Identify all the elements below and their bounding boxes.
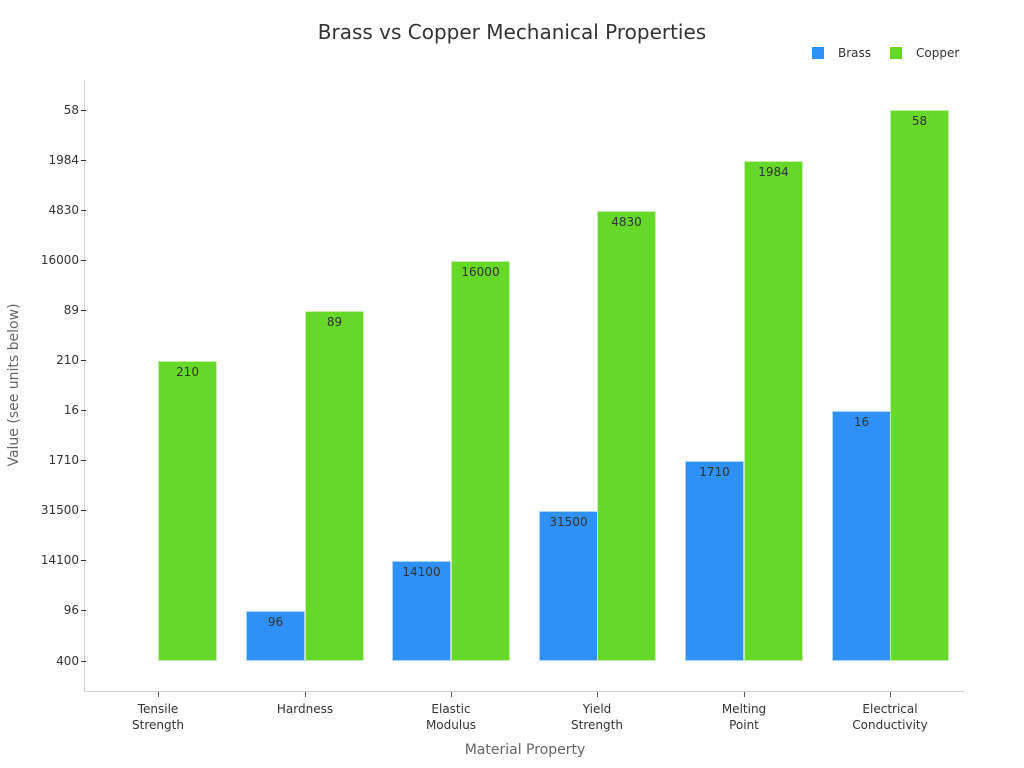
y-tick: 96 — [0, 603, 86, 617]
y-tick-label: 4830 — [48, 203, 79, 217]
bar-copper-tensile-strength[interactable]: 210 — [158, 361, 217, 661]
y-tick: 31500 — [0, 503, 86, 517]
y-tick-mark — [81, 410, 86, 411]
x-tick-mark — [744, 692, 745, 697]
bar-value-label: 4830 — [611, 215, 642, 229]
x-tick-label-tensile-strength: Tensile Strength — [132, 702, 184, 732]
y-tick-mark — [81, 560, 86, 561]
y-tick: 4830 — [0, 203, 86, 217]
chart-title: Brass vs Copper Mechanical Properties — [317, 20, 707, 44]
x-tick-mark — [305, 692, 306, 697]
y-tick-label: 89 — [63, 303, 79, 317]
bar-value-label: 16000 — [461, 265, 500, 279]
y-tick-mark — [81, 260, 86, 261]
legend-label-brass: Brass — [838, 46, 872, 60]
legend-label-copper: Copper — [916, 46, 960, 60]
y-tick-mark — [81, 310, 86, 311]
y-axis-label: Value (see units below) — [6, 303, 22, 467]
bar-brass-elastic-modulus[interactable]: 14100 — [392, 561, 451, 661]
bar-value-label: 89 — [326, 315, 343, 329]
x-tick-label-yield-strength: Yield Strength — [571, 702, 623, 732]
y-tick-label: 16 — [63, 403, 79, 417]
y-tick: 16 — [0, 403, 86, 417]
bar-value-label: 16 — [853, 415, 870, 429]
y-tick-label: 16000 — [40, 253, 79, 267]
bar-brass-electrical-conductivity[interactable]: 16 — [832, 411, 891, 661]
y-tick-mark — [81, 160, 86, 161]
y-tick-mark — [81, 360, 86, 361]
bar-value-label: 1984 — [758, 165, 789, 179]
bar-copper-hardness[interactable]: 89 — [305, 311, 364, 661]
y-tick-mark — [81, 510, 86, 511]
x-axis-line — [84, 691, 964, 692]
y-tick: 89 — [0, 303, 86, 317]
y-tick-mark — [81, 110, 86, 111]
y-tick-label: 1710 — [48, 453, 79, 467]
y-tick-label: 1984 — [48, 153, 79, 167]
x-tick-mark — [890, 692, 891, 697]
bar-copper-yield-strength[interactable]: 4830 — [597, 211, 656, 661]
y-tick: 1984 — [0, 153, 86, 167]
x-tick-label-melting-point: Melting Point — [721, 702, 767, 732]
bar-value-label: 14100 — [402, 565, 441, 579]
y-tick: 1710 — [0, 453, 86, 467]
y-tick-label: 58 — [63, 103, 79, 117]
x-tick-mark — [597, 692, 598, 697]
y-tick-mark — [81, 460, 86, 461]
x-tick-label-elastic-modulus: Elastic Modulus — [425, 702, 477, 732]
x-tick-mark — [158, 692, 159, 697]
bar-copper-melting-point[interactable]: 1984 — [744, 161, 803, 661]
y-tick: 400 — [0, 654, 86, 668]
bar-copper-elastic-modulus[interactable]: 16000 — [451, 261, 510, 661]
y-tick: 210 — [0, 353, 86, 367]
x-tick-label-electrical-conductivity: Electrical Conductivity — [852, 702, 928, 732]
x-tick-label-hardness: Hardness — [276, 702, 334, 716]
y-tick-label: 31500 — [40, 503, 79, 517]
bar-value-label: 31500 — [549, 515, 588, 529]
bar-brass-yield-strength[interactable]: 31500 — [539, 511, 598, 661]
y-tick-label: 96 — [63, 603, 79, 617]
bar-value-label: 58 — [911, 114, 928, 128]
legend-swatch-copper — [890, 47, 903, 59]
bar-brass-hardness[interactable]: 96 — [246, 611, 305, 661]
bar-value-label: 1710 — [699, 465, 730, 479]
y-tick: 14100 — [0, 553, 86, 567]
legend-item-brass[interactable]: Brass — [812, 46, 871, 60]
bar-copper-electrical-conductivity[interactable]: 58 — [890, 110, 949, 661]
y-tick: 58 — [0, 103, 86, 117]
y-tick-label: 400 — [56, 654, 79, 668]
y-tick-label: 14100 — [40, 553, 79, 567]
y-tick-mark — [81, 610, 86, 611]
y-tick-mark — [81, 210, 86, 211]
y-tick-mark — [81, 661, 86, 662]
legend-swatch-brass — [812, 47, 824, 59]
bar-value-label: 210 — [176, 365, 199, 379]
y-tick-label: 210 — [56, 353, 79, 367]
legend: Brass Copper — [812, 46, 978, 60]
y-tick: 16000 — [0, 253, 86, 267]
bar-brass-melting-point[interactable]: 1710 — [685, 461, 744, 661]
y-axis-line — [84, 80, 85, 691]
bar-value-label: 96 — [267, 615, 284, 629]
x-tick-mark — [451, 692, 452, 697]
legend-item-copper[interactable]: Copper — [890, 46, 959, 60]
x-axis-label: Material Property — [464, 742, 586, 758]
